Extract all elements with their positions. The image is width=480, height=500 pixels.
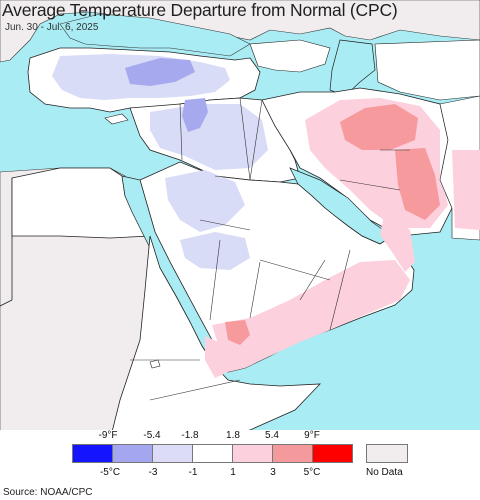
legend-swatch-no-data: [366, 444, 408, 463]
temperature-departure-map: [0, 0, 480, 440]
legend-f-label: 1.8: [226, 430, 240, 441]
cyprus: [104, 113, 129, 125]
legend-c-label: 3: [270, 467, 276, 478]
afghanistan-warm-area: [452, 150, 480, 230]
legend-swatch-above: [272, 444, 313, 463]
arabia-cool-area: [165, 170, 245, 232]
syria-cold-area: [182, 98, 208, 132]
iran-hot-area-2: [395, 148, 440, 220]
caucasus-land: [249, 39, 331, 73]
africa-border: [0, 299, 13, 307]
legend-swatch-slightly-above: [232, 444, 273, 463]
legend-swatch-much-above: [312, 444, 353, 463]
legend-c-label: -5°C: [99, 467, 121, 478]
iran-hot-area-1: [340, 104, 418, 150]
legend-f-label: -9°F: [98, 430, 118, 441]
legend-swatch-near-normal: [192, 444, 233, 463]
internal-borders: [130, 97, 410, 401]
turkey-cold-area: [125, 58, 195, 86]
horn-warm-area: [205, 336, 228, 378]
horn-of-africa-land: [109, 235, 321, 440]
legend-c-label: 5°C: [303, 467, 321, 478]
oman-warm-area: [380, 210, 415, 272]
legend-f-label: -1.8: [181, 430, 199, 441]
date-range: Jun. 30 - Jul. 6, 2025: [5, 22, 99, 33]
legend-c-label: -3: [148, 467, 158, 478]
legend-f-label: -5.4: [143, 430, 161, 441]
yemen-hot-area: [225, 320, 250, 345]
yemen-oman-warm-area: [212, 260, 410, 372]
socotra: [149, 359, 161, 369]
legend-swatch-much-below: [72, 444, 113, 463]
source-credit: Source: NOAA/CPC: [3, 487, 93, 498]
legend-swatch-slightly-below: [152, 444, 193, 463]
legend-f-label: 5.4: [265, 430, 279, 441]
map-title: Average Temperature Departure from Norma…: [2, 0, 398, 20]
legend-f-label: 9°F: [304, 430, 320, 441]
legend-area: [0, 430, 480, 500]
legend-swatch-below: [112, 444, 153, 463]
syria-iraq-cool-area: [150, 104, 268, 170]
arabia-cool-area-2: [180, 232, 250, 270]
legend-c-label: 1: [230, 467, 236, 478]
black-sea: [59, 13, 251, 57]
legend-c-label: -1: [188, 467, 198, 478]
central-asia-land: [374, 39, 480, 101]
legend-no-data-label: No Data: [366, 467, 403, 478]
